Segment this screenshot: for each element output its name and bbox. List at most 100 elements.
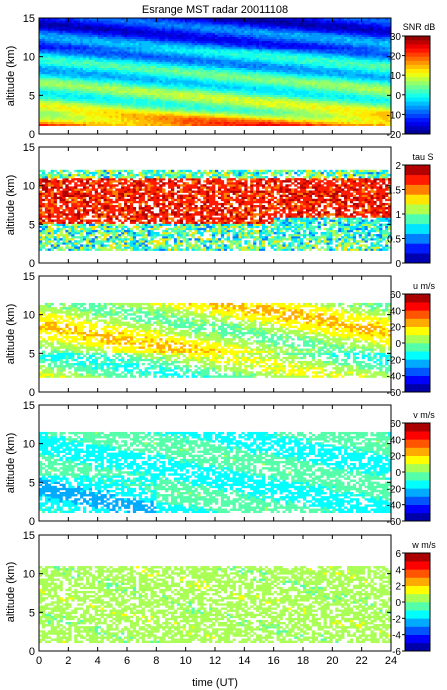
heatmap-cell — [165, 103, 168, 105]
heatmap-cell — [221, 97, 224, 99]
heatmap-cell — [71, 41, 74, 43]
heatmap-cell — [142, 24, 145, 26]
heatmap-cell — [112, 59, 115, 61]
heatmap-cell — [265, 33, 268, 35]
heatmap-cell — [212, 30, 215, 32]
heatmap-cell — [200, 95, 203, 97]
heatmap-cell — [227, 97, 230, 99]
heatmap-cell — [48, 33, 51, 35]
heatmap-cell — [42, 99, 45, 101]
heatmap-cell — [294, 84, 297, 86]
heatmap-cell — [259, 111, 262, 113]
heatmap-cell — [280, 33, 283, 35]
heatmap-cell — [68, 99, 71, 101]
heatmap-cell — [98, 80, 101, 82]
heatmap-cell — [189, 59, 192, 61]
heatmap-cell — [86, 64, 89, 66]
heatmap-cell — [215, 84, 218, 86]
heatmap-cell — [194, 82, 197, 84]
heatmap-cell — [115, 80, 118, 82]
heatmap-cell — [159, 59, 162, 61]
heatmap-cell — [227, 74, 230, 76]
heatmap-cell — [48, 22, 51, 24]
heatmap-cell — [200, 41, 203, 43]
heatmap-cell — [194, 103, 197, 105]
heatmap-cell — [282, 95, 285, 97]
heatmap-cell — [45, 74, 48, 76]
heatmap-cell — [280, 84, 283, 86]
heatmap-cell — [165, 39, 168, 41]
heatmap-cell — [189, 97, 192, 99]
heatmap-cell — [244, 28, 247, 30]
heatmap-cell — [224, 95, 227, 97]
heatmap-cell — [51, 57, 54, 59]
heatmap-cell — [291, 86, 294, 88]
heatmap-cell — [92, 113, 95, 115]
heatmap-cell — [54, 99, 57, 101]
heatmap-cell — [312, 47, 315, 49]
heatmap-cell — [312, 88, 315, 90]
heatmap-cell — [89, 57, 92, 59]
heatmap-cell — [106, 109, 109, 111]
heatmap-cell — [288, 66, 291, 68]
heatmap-cell — [224, 120, 227, 122]
heatmap-cell — [215, 78, 218, 80]
heatmap-cell — [224, 33, 227, 35]
heatmap-cell — [54, 111, 57, 113]
heatmap-cell — [142, 82, 145, 84]
heatmap-cell — [294, 33, 297, 35]
heatmap-cell — [241, 35, 244, 37]
heatmap-cell — [115, 93, 118, 95]
heatmap-cell — [156, 66, 159, 68]
heatmap-cell — [153, 33, 156, 35]
heatmap-cell — [318, 91, 321, 93]
heatmap-cell — [92, 39, 95, 41]
heatmap-cell — [48, 113, 51, 115]
heatmap-cell — [95, 55, 98, 57]
heatmap-cell — [194, 101, 197, 103]
heatmap-cell — [139, 107, 142, 109]
heatmap-cell — [51, 107, 54, 109]
heatmap-cell — [71, 82, 74, 84]
heatmap-cell — [297, 41, 300, 43]
heatmap-cell — [168, 113, 171, 115]
heatmap-cell — [45, 64, 48, 66]
heatmap-cell — [318, 113, 321, 115]
heatmap-cell — [121, 62, 124, 64]
heatmap-cell — [48, 99, 51, 101]
heatmap-cell — [162, 99, 165, 101]
heatmap-cell — [150, 76, 153, 78]
heatmap-cell — [247, 117, 250, 119]
heatmap-cell — [291, 37, 294, 39]
heatmap-cell — [192, 49, 195, 51]
heatmap-cell — [268, 49, 271, 51]
heatmap-cell — [171, 74, 174, 76]
heatmap-cell — [80, 30, 83, 32]
heatmap-cell — [200, 28, 203, 30]
heatmap-cell — [106, 105, 109, 107]
heatmap-cell — [230, 117, 233, 119]
heatmap-cell — [271, 68, 274, 70]
heatmap-cell — [262, 47, 265, 49]
heatmap-cell — [183, 55, 186, 57]
heatmap-cell — [233, 66, 236, 68]
heatmap-cell — [148, 93, 151, 95]
heatmap-cell — [133, 37, 136, 39]
heatmap-cell — [86, 26, 89, 28]
heatmap-cell — [118, 80, 121, 82]
heatmap-cell — [168, 33, 171, 35]
heatmap-cell — [145, 84, 148, 86]
heatmap-cell — [244, 22, 247, 24]
heatmap-cell — [306, 62, 309, 64]
heatmap-cell — [303, 120, 306, 122]
heatmap-cell — [83, 24, 86, 26]
heatmap-cell — [312, 93, 315, 95]
heatmap-cell — [142, 35, 145, 37]
heatmap-cell — [121, 74, 124, 76]
heatmap-cell — [48, 101, 51, 103]
heatmap-cell — [42, 115, 45, 117]
heatmap-cell — [106, 115, 109, 117]
heatmap-cell — [277, 43, 280, 45]
heatmap-cell — [180, 22, 183, 24]
heatmap-cell — [48, 66, 51, 68]
